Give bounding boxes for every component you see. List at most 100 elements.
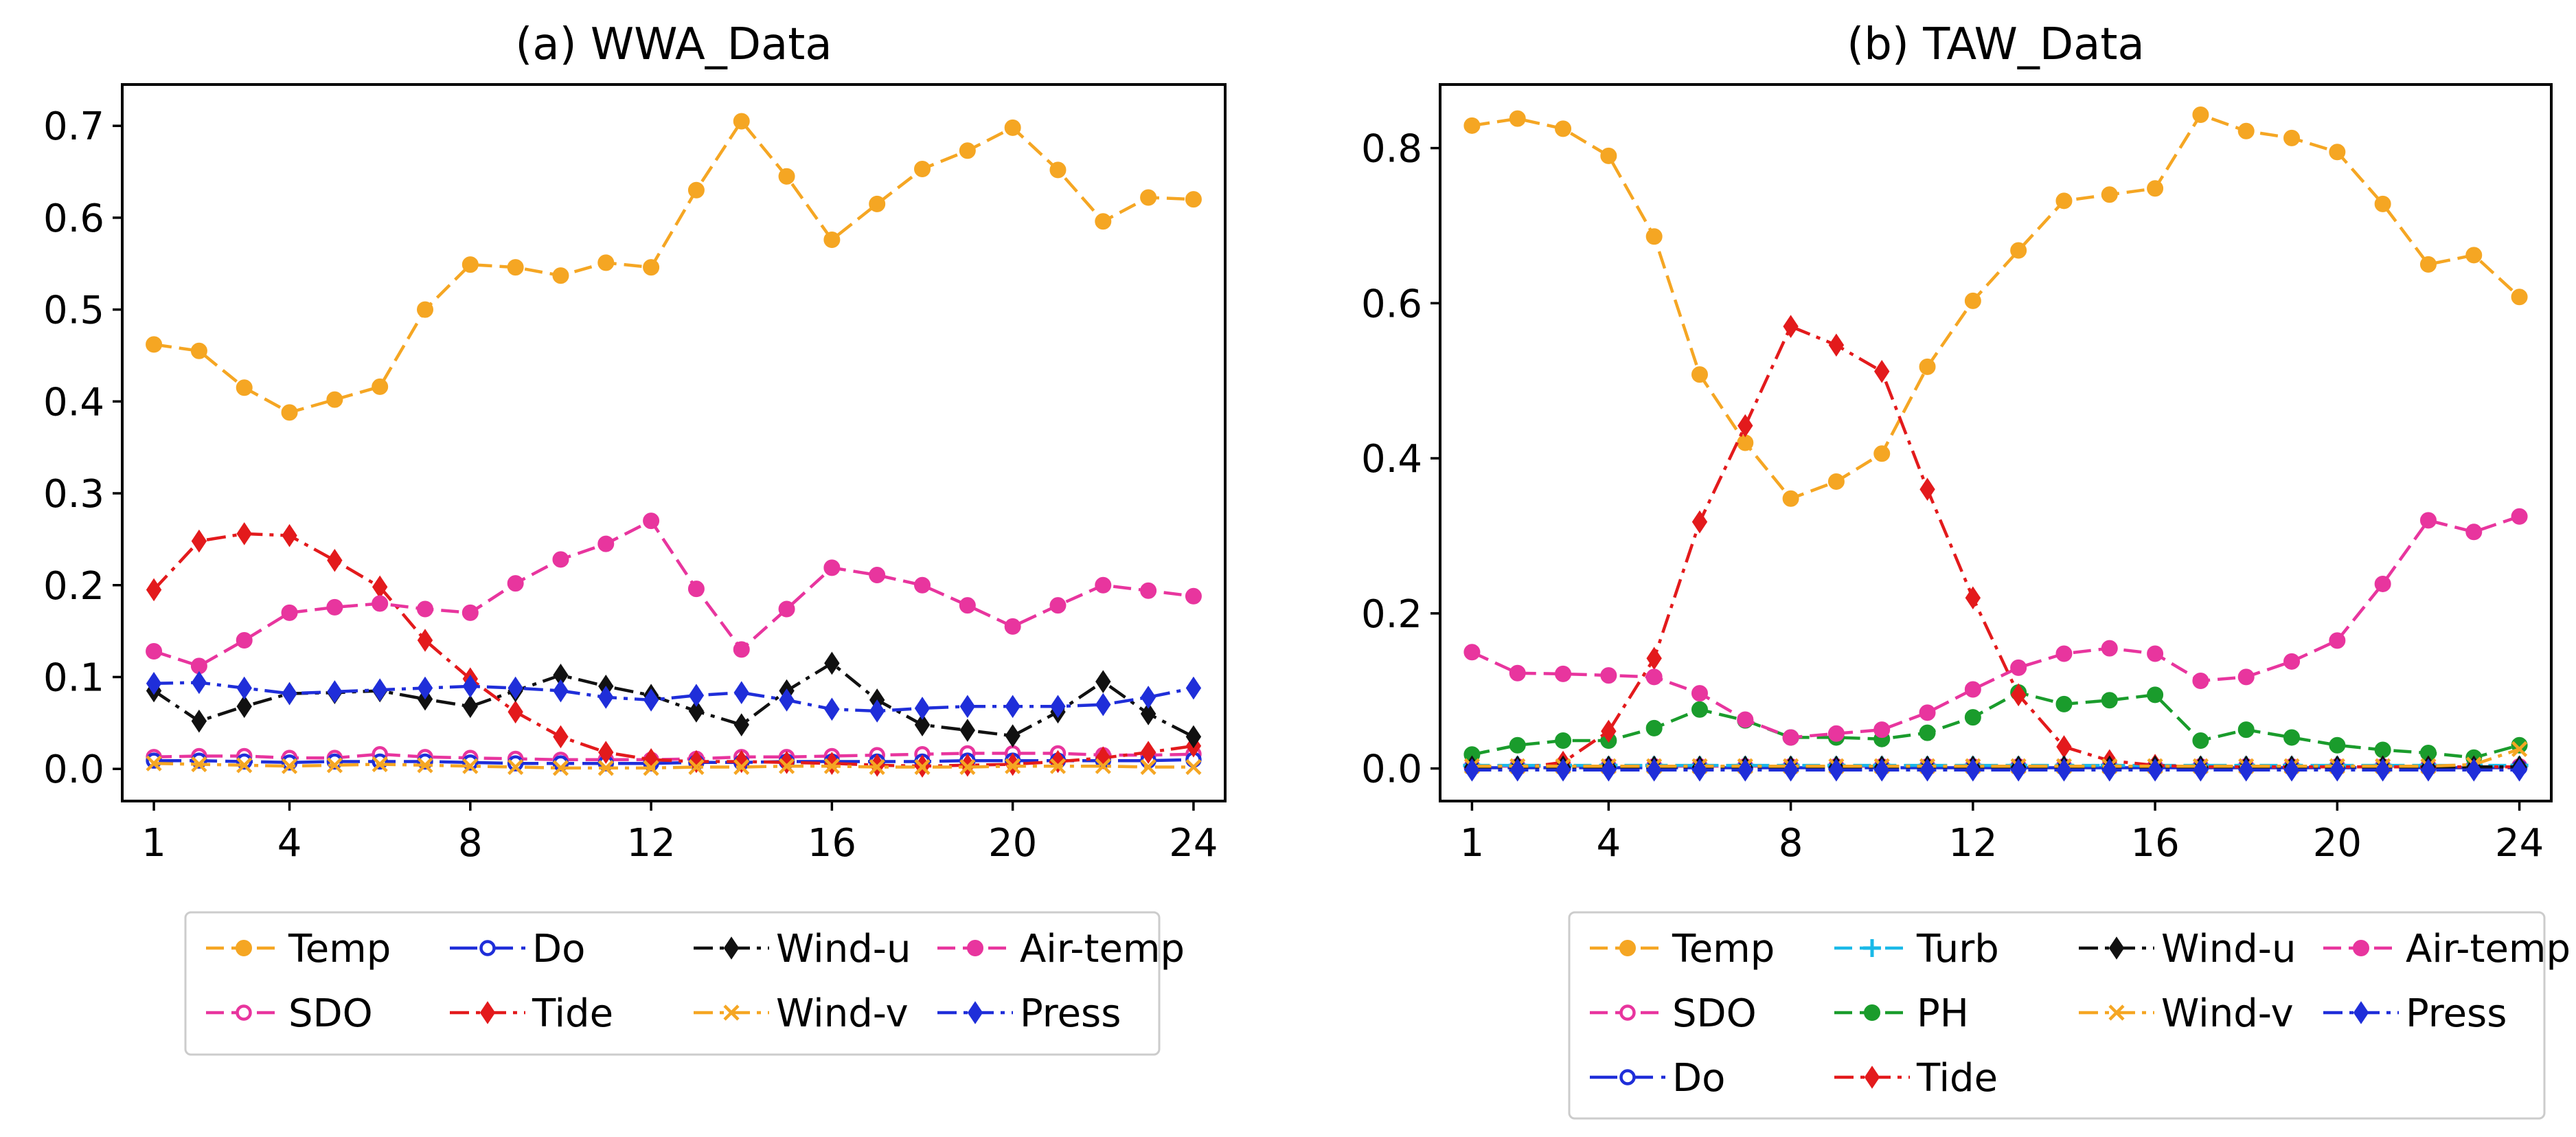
point-temp xyxy=(1919,358,1936,375)
point-tide xyxy=(1783,315,1799,338)
series-line-sdo xyxy=(154,752,1194,762)
point-air-temp xyxy=(823,559,841,576)
point-air-temp xyxy=(2374,575,2391,592)
point-press xyxy=(462,675,479,698)
point-wind-v xyxy=(1185,758,1202,776)
point-press xyxy=(2193,758,2209,782)
legend-label: Tide xyxy=(532,991,613,1036)
point-press xyxy=(1828,758,1845,782)
point-tide xyxy=(1828,333,1845,357)
point-temp xyxy=(281,404,298,421)
x-tick-label: 24 xyxy=(1169,821,1218,866)
legend-entry-do: Do xyxy=(450,927,585,971)
legend-marker xyxy=(236,940,252,956)
point-wind-v xyxy=(733,758,750,776)
point-wind-u xyxy=(236,695,252,719)
chart-title: (b) TAW_Data xyxy=(1847,19,2144,70)
point-air-temp xyxy=(1555,665,1572,682)
point-air-temp xyxy=(1873,721,1891,739)
point-ph xyxy=(2055,695,2073,712)
y-tick-label: 0.2 xyxy=(1361,592,1422,637)
x-tick-label: 24 xyxy=(2495,821,2544,866)
point-air-temp xyxy=(1049,597,1067,614)
point-temp xyxy=(2465,247,2483,264)
point-temp xyxy=(1140,189,1157,206)
point-air-temp xyxy=(2147,645,2164,662)
series-line-tide xyxy=(1472,324,2520,770)
plot-area xyxy=(146,113,1202,778)
x-tick-label: 16 xyxy=(808,821,856,866)
point-temp xyxy=(643,259,660,276)
point-wind-v xyxy=(146,755,162,772)
y-tick-label: 0.8 xyxy=(1361,127,1422,172)
point-press xyxy=(959,695,976,719)
point-air-temp xyxy=(2419,512,2437,529)
point-temp xyxy=(1600,147,1617,164)
point-temp xyxy=(1873,445,1891,462)
point-wind-v xyxy=(643,760,659,776)
point-press xyxy=(1737,758,1753,782)
point-tide xyxy=(508,700,523,724)
point-temp xyxy=(1645,228,1663,245)
point-press xyxy=(1050,695,1066,719)
point-wind-u xyxy=(1140,702,1156,725)
legend-entry-air-temp: Air-temp xyxy=(937,927,1185,971)
legend-marker xyxy=(967,940,983,956)
point-press xyxy=(1005,695,1021,719)
series-line-temp xyxy=(1472,113,2521,501)
point-wind-u xyxy=(959,719,976,742)
point-press xyxy=(2238,758,2254,782)
x-tick-label: 4 xyxy=(277,821,302,866)
y-tick-label: 0.7 xyxy=(43,104,104,149)
point-temp xyxy=(2283,129,2301,146)
point-tide xyxy=(1691,510,1708,534)
x-tick-label: 12 xyxy=(1948,821,1997,866)
point-tide xyxy=(282,524,297,548)
series-wind-v xyxy=(146,755,1202,776)
point-press xyxy=(2056,758,2072,782)
y-tick-label: 0.0 xyxy=(1361,747,1422,792)
point-air-temp xyxy=(1691,685,1708,702)
point-air-temp xyxy=(597,535,615,552)
series-line-ph xyxy=(1471,690,2520,760)
series-air-temp xyxy=(146,513,1202,675)
point-air-temp xyxy=(461,604,479,621)
legend-marker xyxy=(1864,1066,1880,1089)
point-temp xyxy=(416,301,433,318)
point-wind-v xyxy=(1005,758,1021,774)
point-press xyxy=(779,688,795,712)
series-line-wind-v xyxy=(154,761,1194,770)
point-press xyxy=(553,679,569,703)
point-temp xyxy=(236,379,253,396)
point-temp xyxy=(1004,119,1021,136)
legend-marker xyxy=(479,1001,496,1024)
point-temp xyxy=(687,181,705,199)
point-wind-u xyxy=(1005,724,1021,747)
point-wind-v xyxy=(1140,758,1156,776)
point-temp xyxy=(1555,120,1572,137)
point-air-temp xyxy=(869,567,886,584)
point-temp xyxy=(1185,191,1202,208)
point-wind-u xyxy=(1185,725,1202,749)
point-air-temp xyxy=(2101,640,2118,657)
legend-marker xyxy=(2353,1001,2369,1024)
chart-wwa: (a) WWA_Data 1 4 8 12 16 20 24 0.0 0.1 0.2 0.3 0.4 0.… xyxy=(43,19,1227,1056)
y-tick-label: 0.0 xyxy=(43,747,104,792)
point-press xyxy=(1646,758,1662,782)
point-temp xyxy=(2192,106,2209,124)
point-air-temp xyxy=(146,643,163,660)
point-temp xyxy=(372,378,389,395)
point-temp xyxy=(2101,186,2118,203)
point-wind-v xyxy=(1049,758,1067,774)
point-temp xyxy=(326,391,343,408)
point-press xyxy=(236,676,252,700)
point-tide xyxy=(1646,646,1662,671)
point-wind-u xyxy=(1095,670,1111,693)
x-tick-label: 1 xyxy=(1460,821,1485,866)
point-air-temp xyxy=(1919,704,1936,721)
point-press xyxy=(282,682,297,706)
point-air-temp xyxy=(2055,645,2073,662)
x-tick-label: 8 xyxy=(458,821,483,866)
y-tick-label: 0.1 xyxy=(43,655,104,700)
point-press xyxy=(1509,758,1525,782)
